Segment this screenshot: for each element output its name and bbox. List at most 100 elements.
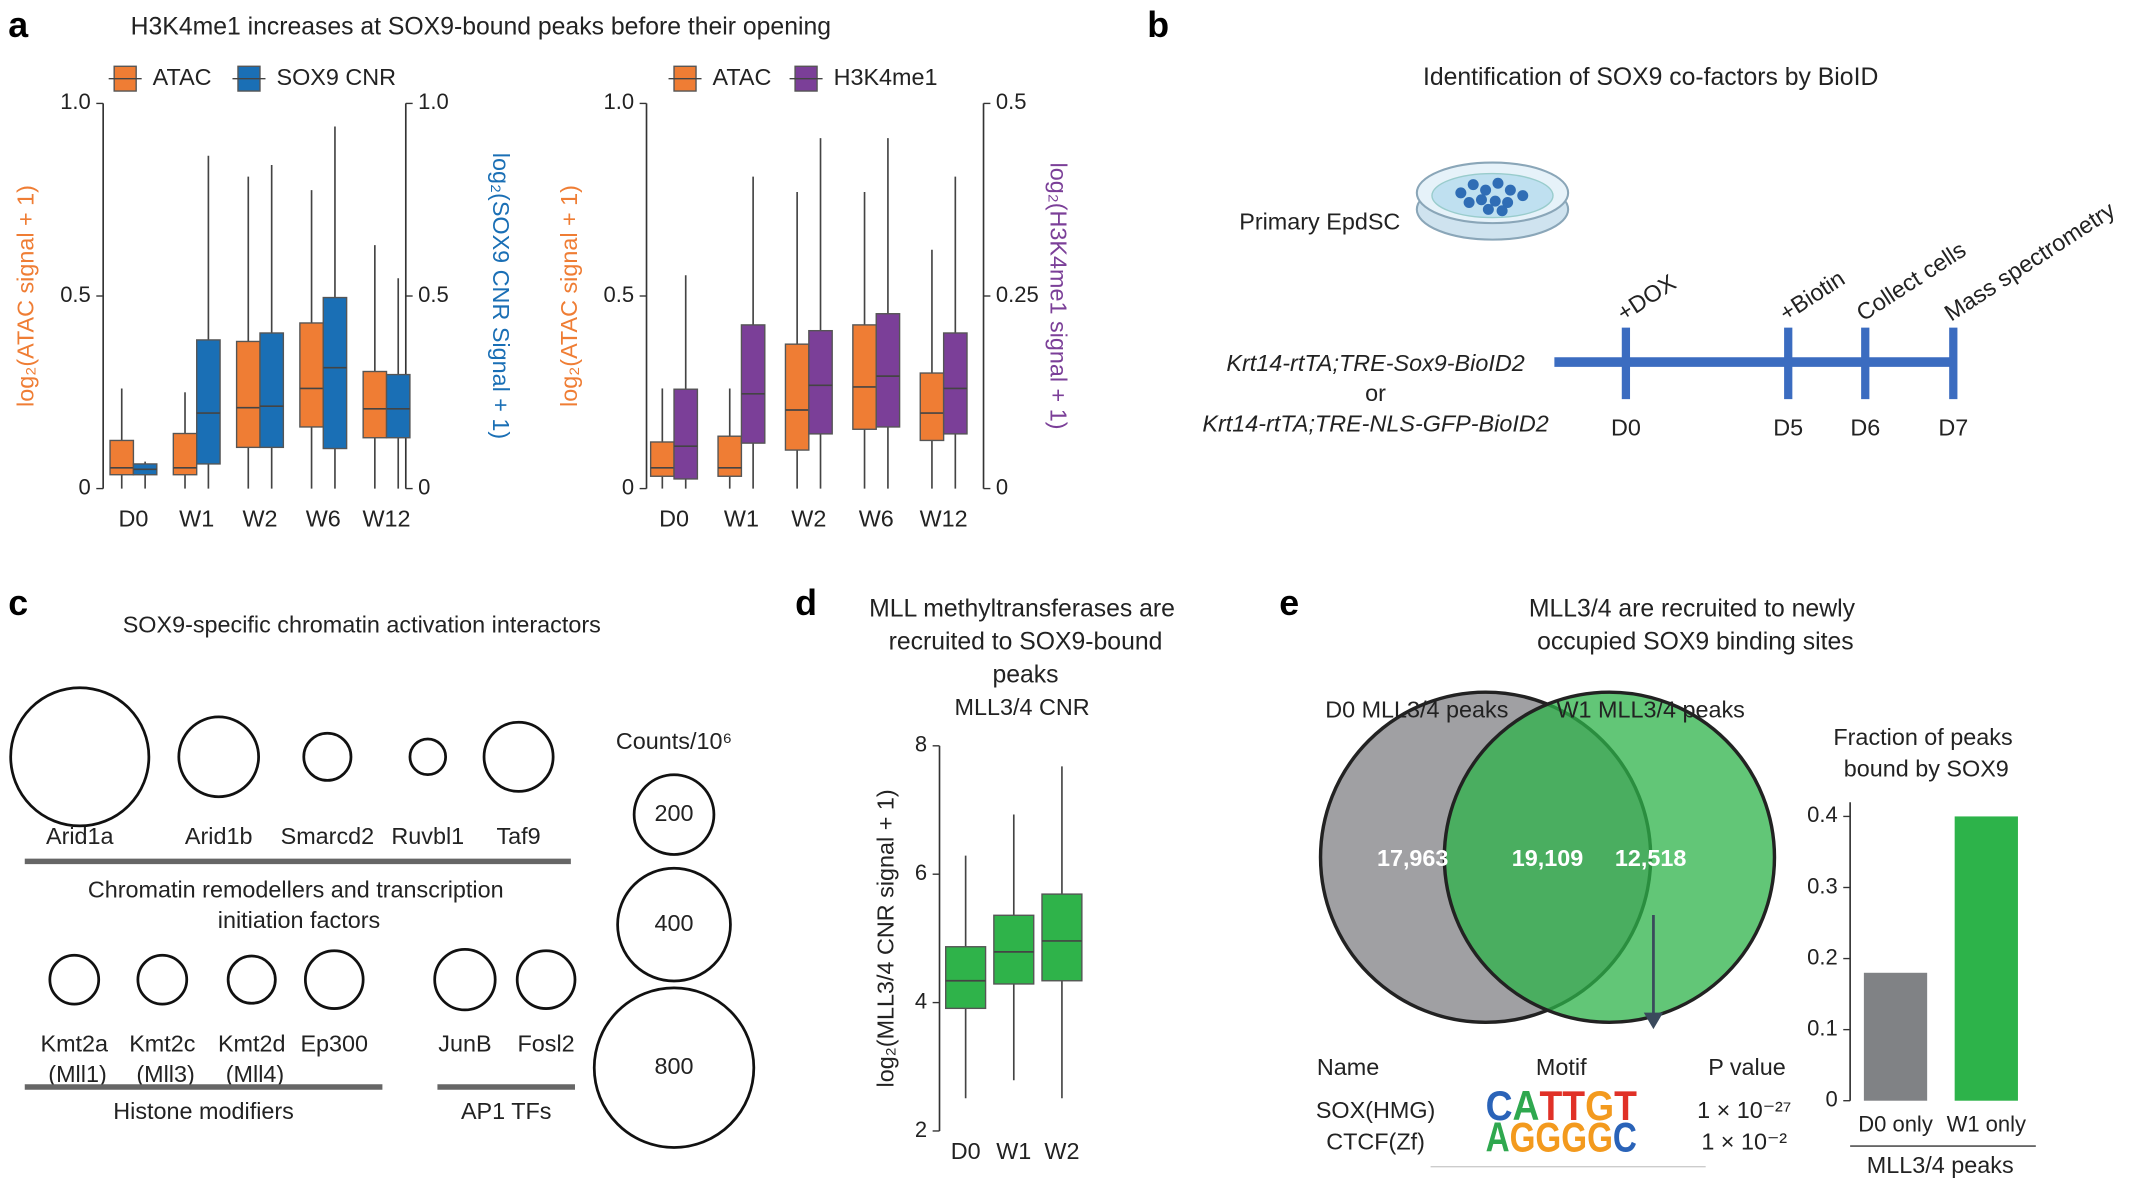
tick-label: 0 <box>1825 1087 1837 1112</box>
cell-label: Primary EpdSC <box>1239 208 1400 234</box>
group-name: Chromatin remodellers and transcription … <box>88 877 504 933</box>
day-label: D5 <box>1773 415 1803 441</box>
legend-label: ATAC <box>153 64 212 90</box>
tick-label: 0.5 <box>418 282 449 307</box>
bubble-label: Arid1b <box>185 823 253 849</box>
x-tick-label: W1 <box>996 1138 1031 1164</box>
event-label: +DOX <box>1612 269 1680 326</box>
y-axis-label: log₂(MLL3/4 CNR signal + 1) <box>872 789 898 1087</box>
box <box>109 439 135 476</box>
x-tick-label: D0 <box>659 505 689 531</box>
motif-name: SOX(HMG) <box>1316 1097 1435 1123</box>
panel-label: d <box>795 583 817 623</box>
tick-label: 0.3 <box>1807 873 1838 898</box>
chart-subtitle: MLL3/4 CNR <box>954 694 1089 720</box>
bubble <box>48 953 101 1006</box>
bubble <box>136 953 189 1006</box>
day-label: D7 <box>1938 415 1968 441</box>
tick-label: 1.0 <box>418 89 449 114</box>
size-legend-label: 200 <box>655 800 694 826</box>
group-name: Histone modifiers <box>113 1098 294 1124</box>
tick-label: 0.1 <box>1807 1015 1838 1040</box>
x-tick-label: W2 <box>242 505 277 531</box>
bar <box>1863 972 1928 1101</box>
venn-title: MLL3/4 are recruited to newly occupied S… <box>1529 595 1856 655</box>
venn <box>1318 690 1777 1030</box>
x-axis-label: MLL3/4 peaks <box>1867 1152 2014 1178</box>
bubble <box>482 720 555 793</box>
box <box>993 914 1035 985</box>
chart-title: MLL methyltransferases are recruited to … <box>869 595 1175 688</box>
box <box>919 372 945 442</box>
venn-set <box>1442 690 1777 1025</box>
p-value: 1 × 10⁻²⁷ <box>1697 1097 1791 1123</box>
bubble <box>303 949 365 1010</box>
legend-label: ATAC <box>713 64 772 90</box>
size-legend-bubble <box>616 866 732 983</box>
tick-label: 0.5 <box>996 89 1027 114</box>
x-tick-label: W2 <box>1044 1138 1079 1164</box>
box <box>649 441 675 477</box>
bubble-label: Smarcd2 <box>281 823 375 849</box>
x-tick-label: W6 <box>859 505 894 531</box>
size-legend-bubble <box>592 986 756 1149</box>
y-axis-label: log₂(ATAC signal + 1) <box>556 185 582 407</box>
tick-label: 6 <box>915 860 927 885</box>
box <box>875 313 901 428</box>
y2-axis-label: log₂(H3K4me1 signal + 1) <box>1045 163 1071 430</box>
x-tick-label: D0 only <box>1858 1111 1933 1136</box>
box <box>717 435 743 477</box>
motif-name: CTCF(Zf) <box>1326 1129 1425 1155</box>
size-legend-label: 800 <box>655 1053 694 1079</box>
venn-count: 19,109 <box>1512 845 1584 871</box>
venn-set-name: W1 MLL3/4 peaks <box>1556 697 1744 723</box>
box <box>673 388 699 480</box>
box <box>945 946 987 1010</box>
size-legend-bubble <box>632 773 716 856</box>
petri-dish <box>1415 161 1570 241</box>
tick-label: 0 <box>79 474 91 499</box>
bubble-label: JunB <box>438 1031 491 1057</box>
venn-set-name: D0 MLL3/4 peaks <box>1325 697 1508 723</box>
tick-label: 0.2 <box>1807 944 1838 969</box>
tick-label: 0.25 <box>996 282 1039 307</box>
legend-label: H3K4me1 <box>834 64 938 90</box>
panel-label: a <box>8 5 29 45</box>
day-label: D6 <box>1850 415 1880 441</box>
tick-label: 1.0 <box>604 89 635 114</box>
bubble-label: Ruvbl1 <box>391 823 464 849</box>
tick-label: 1.0 <box>60 89 91 114</box>
chart-title: Fraction of peaks bound by SOX9 <box>1833 724 2012 782</box>
box <box>235 340 261 449</box>
box <box>362 370 388 439</box>
genotype: Krt14-rtTA;TRE-Sox9-BioID2 <box>1226 350 1524 376</box>
bubble <box>177 715 260 799</box>
tick-label: 0 <box>622 474 634 499</box>
genotype: Krt14-rtTA;TRE-NLS-GFP-BioID2 <box>1202 410 1548 436</box>
bubble-label: Taf9 <box>496 823 540 849</box>
group-name: AP1 TFs <box>461 1098 552 1124</box>
motif-logo: CATTGT <box>1486 1083 1637 1129</box>
box <box>259 332 285 449</box>
box <box>740 324 766 444</box>
tick-label: 0 <box>418 474 430 499</box>
venn-count: 12,518 <box>1615 845 1687 871</box>
box <box>196 339 221 465</box>
box <box>784 343 810 451</box>
bubble-label: Ep300 <box>300 1031 368 1057</box>
arrow-head <box>1643 1012 1664 1030</box>
bubble <box>433 948 497 1012</box>
panel-label: c <box>8 583 28 623</box>
tick-label: 2 <box>915 1117 927 1142</box>
p-value: 1 × 10⁻² <box>1701 1129 1787 1155</box>
size-legend-label: 400 <box>655 910 694 936</box>
tick-label: 4 <box>915 988 927 1013</box>
y-axis-label: log₂(ATAC signal + 1) <box>13 185 39 407</box>
box <box>322 296 348 450</box>
event-label: Mass spectrometry <box>1940 197 2120 327</box>
genotype: or <box>1365 380 1386 406</box>
tick-label: 0.5 <box>604 282 635 307</box>
table-header: Name <box>1317 1054 1379 1080</box>
size-legend-title: Counts/10⁶ <box>616 728 732 754</box>
